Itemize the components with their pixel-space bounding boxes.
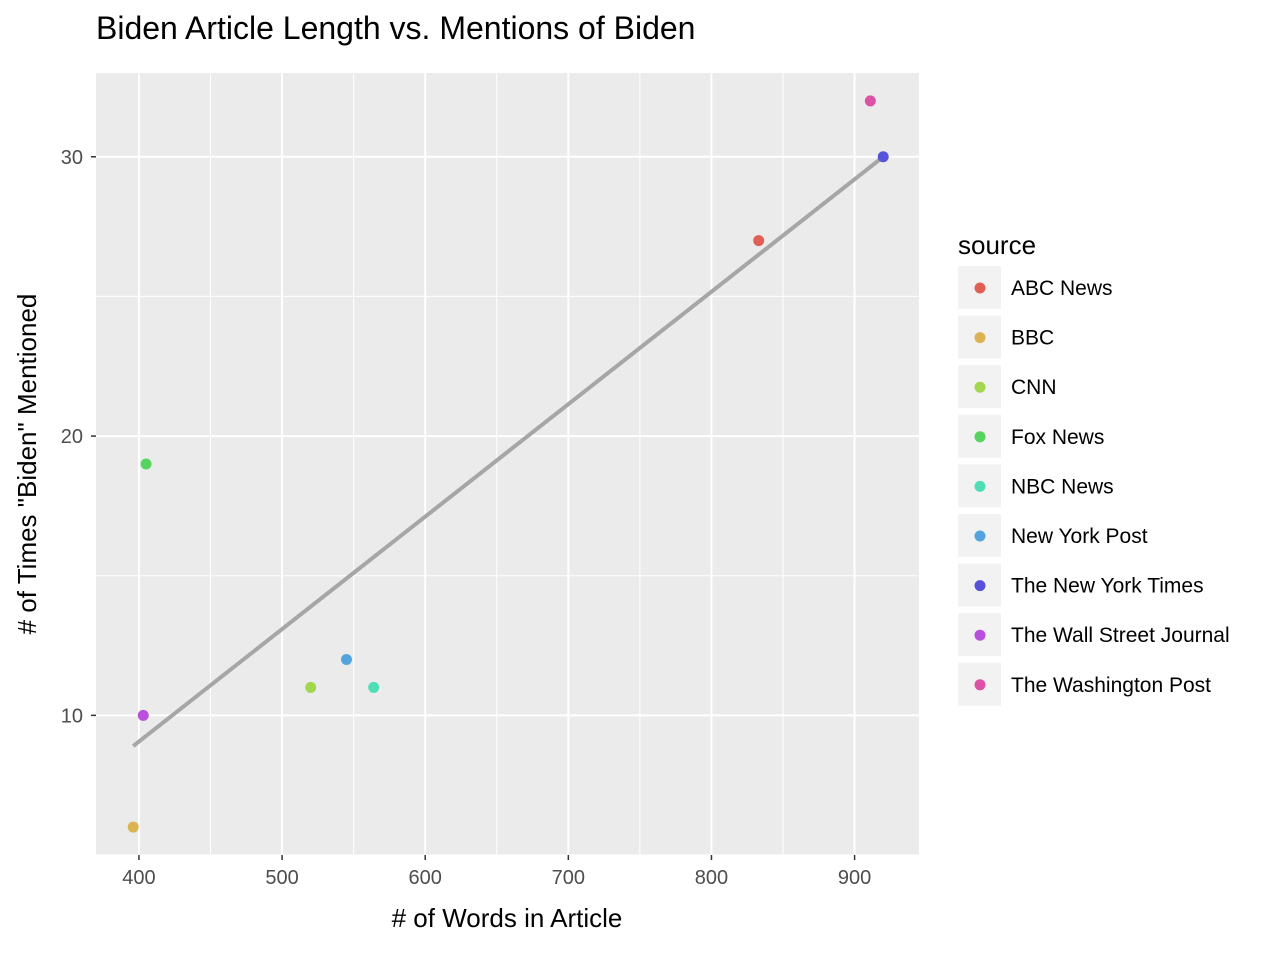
trend-line — [131, 155, 885, 748]
legend-label: The New York Times — [1011, 575, 1204, 598]
legend-swatch — [974, 679, 986, 691]
minor-gridlines — [96, 73, 919, 856]
legend-swatch — [974, 530, 986, 542]
major-gridlines — [96, 73, 919, 855]
legend-label: New York Post — [1011, 525, 1148, 548]
legend: source ABC News BBC CNN Fox News NBC News New… — [958, 230, 1230, 706]
legend-swatch — [974, 629, 986, 641]
chart-title: Biden Article Length vs. Mentions of Bid… — [96, 10, 695, 46]
data-point — [137, 709, 149, 721]
x-tick-label: 900 — [838, 867, 871, 889]
data-point — [864, 95, 876, 107]
x-tick-label: 600 — [409, 867, 442, 889]
legend-label: CNN — [1011, 376, 1057, 399]
y-tick-label: 10 — [61, 705, 83, 727]
legend-title: source — [958, 230, 1036, 260]
x-tick-label: 800 — [695, 867, 728, 889]
legend-label: NBC News — [1011, 475, 1114, 498]
data-point — [877, 151, 889, 163]
legend-label: BBC — [1011, 327, 1054, 350]
x-tick-label: 500 — [265, 867, 298, 889]
points-layer — [127, 95, 889, 833]
legend-label: Fox News — [1011, 426, 1104, 449]
plot-panel — [96, 73, 919, 855]
legend-swatch — [974, 332, 986, 344]
data-point — [140, 458, 152, 470]
x-axis: 400 500 600 700 800 900 — [122, 855, 871, 889]
legend-swatch — [974, 431, 986, 443]
legend-swatch — [974, 381, 986, 393]
x-axis-title: # of Words in Article — [392, 903, 623, 933]
y-axis: 10 20 30 — [61, 147, 96, 727]
trend-line-layer — [131, 155, 885, 748]
legend-swatch — [974, 480, 986, 492]
data-point — [127, 821, 139, 833]
data-point — [368, 681, 380, 693]
legend-swatch — [974, 580, 986, 592]
legend-label: ABC News — [1011, 277, 1113, 300]
legend-label: The Wall Street Journal — [1011, 624, 1230, 647]
data-point — [753, 235, 765, 247]
y-axis-title: # of Times "Biden" Mentioned — [12, 294, 42, 635]
data-point — [340, 654, 352, 665]
y-tick-label: 30 — [61, 147, 83, 169]
x-tick-label: 400 — [122, 867, 155, 889]
legend-swatch — [974, 282, 986, 294]
y-tick-label: 20 — [61, 426, 83, 448]
data-point — [305, 681, 317, 693]
legend-label: The Washington Post — [1011, 674, 1211, 697]
x-tick-label: 700 — [552, 867, 585, 889]
